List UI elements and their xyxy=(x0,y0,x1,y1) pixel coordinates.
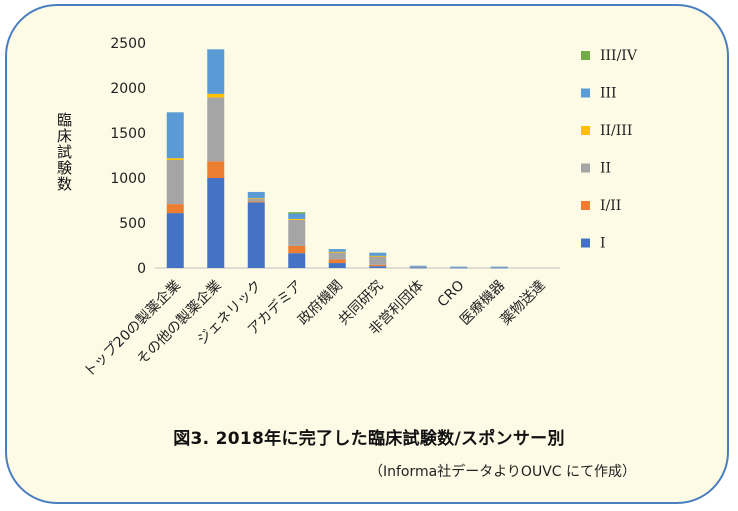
bar-segment xyxy=(369,255,387,257)
legend-swatch xyxy=(581,88,590,98)
bar-segment xyxy=(247,198,265,202)
bar-segment xyxy=(166,160,184,205)
legend-label: III/IV xyxy=(600,48,638,64)
bar-segment xyxy=(247,202,265,268)
legend-swatch xyxy=(581,238,590,248)
bar-segment xyxy=(369,256,387,265)
y-tick-label: 0 xyxy=(137,261,146,277)
legend-swatch xyxy=(581,51,590,60)
bar-segment xyxy=(288,245,306,254)
bar-segment xyxy=(490,267,508,269)
x-axis: トップ20の製薬企業その他の製薬企業ジェネリックアカデミア政府機関共同研究非営利… xyxy=(80,277,548,381)
y-tick-label: 2000 xyxy=(110,81,146,97)
bar-segment xyxy=(450,266,468,268)
bar-segment xyxy=(247,201,265,203)
y-tick-label: 500 xyxy=(119,216,146,232)
bar-segment xyxy=(409,265,427,267)
bar-segment xyxy=(450,267,468,268)
bar-segment xyxy=(328,251,346,253)
bar-segment xyxy=(207,161,225,178)
y-tick-label: 1000 xyxy=(110,171,146,187)
legend-swatch xyxy=(581,201,590,210)
bar-segment xyxy=(166,204,184,214)
stacked-bar-chart: 0 500 1000 1500 2000 2500 臨床試験数 トップ20の製薬企業その他… xyxy=(55,36,638,381)
bar-segment xyxy=(369,252,387,256)
bar-segment xyxy=(207,97,225,162)
legend-label: I xyxy=(600,236,606,252)
bar-segment xyxy=(247,191,265,199)
bar-segment xyxy=(409,267,427,269)
legend-swatch xyxy=(581,163,590,173)
bar-segment xyxy=(409,266,427,268)
x-tick-label: 薬物送達 xyxy=(498,278,549,329)
bar-segment xyxy=(166,213,184,268)
bar-segment xyxy=(450,267,468,269)
source-note: （Informa社データよりOUVC にて作成） xyxy=(368,464,636,480)
bar-segment xyxy=(207,178,225,268)
bar-segment xyxy=(288,212,306,214)
x-tick-label: CRO xyxy=(435,278,468,311)
y-axis-title: 臨床試験数 xyxy=(55,112,73,192)
legend-label: II xyxy=(600,161,611,177)
bar-segment xyxy=(328,249,346,252)
bar-segment xyxy=(288,218,306,220)
legend-swatch xyxy=(581,126,590,135)
bar-segment xyxy=(328,259,346,264)
bar-segment xyxy=(247,198,265,200)
legend-label: III xyxy=(600,86,617,102)
figure-caption: 図3. 2018年に完了した臨床試験数/スポンサー別 xyxy=(173,429,565,449)
bar-segment xyxy=(288,219,306,246)
bar-segment xyxy=(490,267,508,268)
bar-segment xyxy=(207,49,225,94)
bar-segment xyxy=(490,266,508,268)
bar-segment xyxy=(369,266,387,268)
y-tick-label: 2500 xyxy=(110,36,146,52)
legend-label: II/III xyxy=(600,123,632,139)
bar-segment xyxy=(288,253,306,268)
bar-segment xyxy=(288,213,306,219)
bar-segment xyxy=(328,252,346,260)
bar-segment xyxy=(166,158,184,160)
bars xyxy=(166,49,508,269)
bar-segment xyxy=(369,264,387,267)
bar-segment xyxy=(166,112,184,159)
bar-segment xyxy=(207,93,225,98)
y-tick-label: 1500 xyxy=(110,126,146,142)
legend-label: I/II xyxy=(600,198,621,214)
chart-card xyxy=(5,4,729,504)
bar-segment xyxy=(328,263,346,268)
